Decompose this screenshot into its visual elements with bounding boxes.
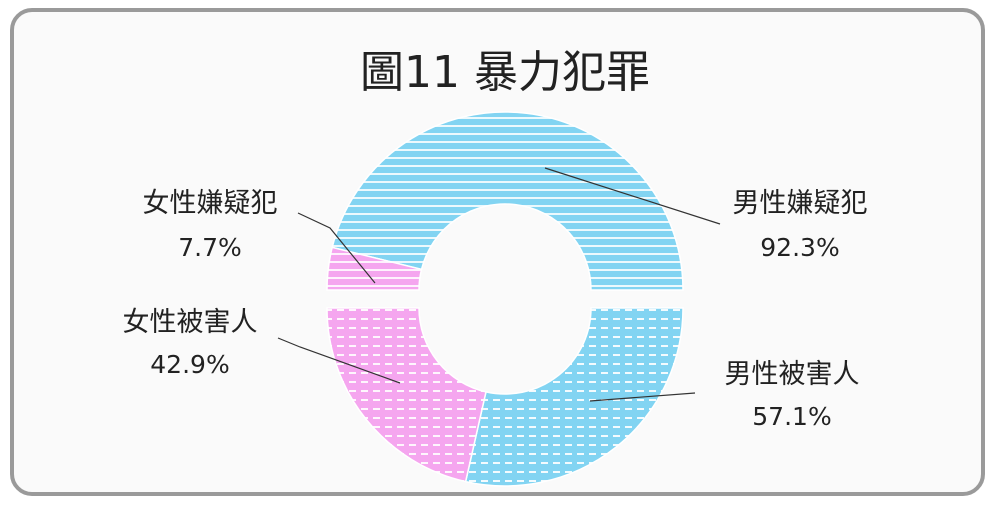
slice-label-male-victim: 男性被害人: [725, 359, 860, 390]
leader-line-male-victim: [589, 392, 696, 402]
slice-value-male-victim: 57.1%: [752, 402, 831, 431]
leader-lines: [277, 167, 721, 402]
slice-male-victim: [464, 307, 684, 487]
slice-female-victim: [326, 307, 487, 483]
leader-line-female-victim: [277, 337, 401, 384]
chart-slices: [326, 111, 684, 487]
chart-title: 圖11 暴力犯罪: [360, 47, 650, 98]
slice-value-male-suspect: 92.3%: [760, 233, 839, 262]
slice-labels: 男性嫌疑犯 92.3% 女性嫌疑犯 7.7% 男性被害人 57.1% 女性被害人 42.9%: [123, 188, 868, 431]
slice-label-male-suspect: 男性嫌疑犯: [733, 188, 868, 219]
slice-value-female-suspect: 7.7%: [178, 233, 242, 262]
slice-male-suspect: [331, 111, 684, 291]
slice-label-female-victim: 女性被害人: [123, 307, 258, 338]
leader-line-male-suspect: [544, 167, 721, 225]
slice-label-female-suspect: 女性嫌疑犯: [143, 188, 278, 219]
leader-line-female-suspect: [297, 212, 376, 284]
slice-female-suspect: [326, 246, 423, 291]
slice-value-female-victim: 42.9%: [150, 350, 229, 379]
